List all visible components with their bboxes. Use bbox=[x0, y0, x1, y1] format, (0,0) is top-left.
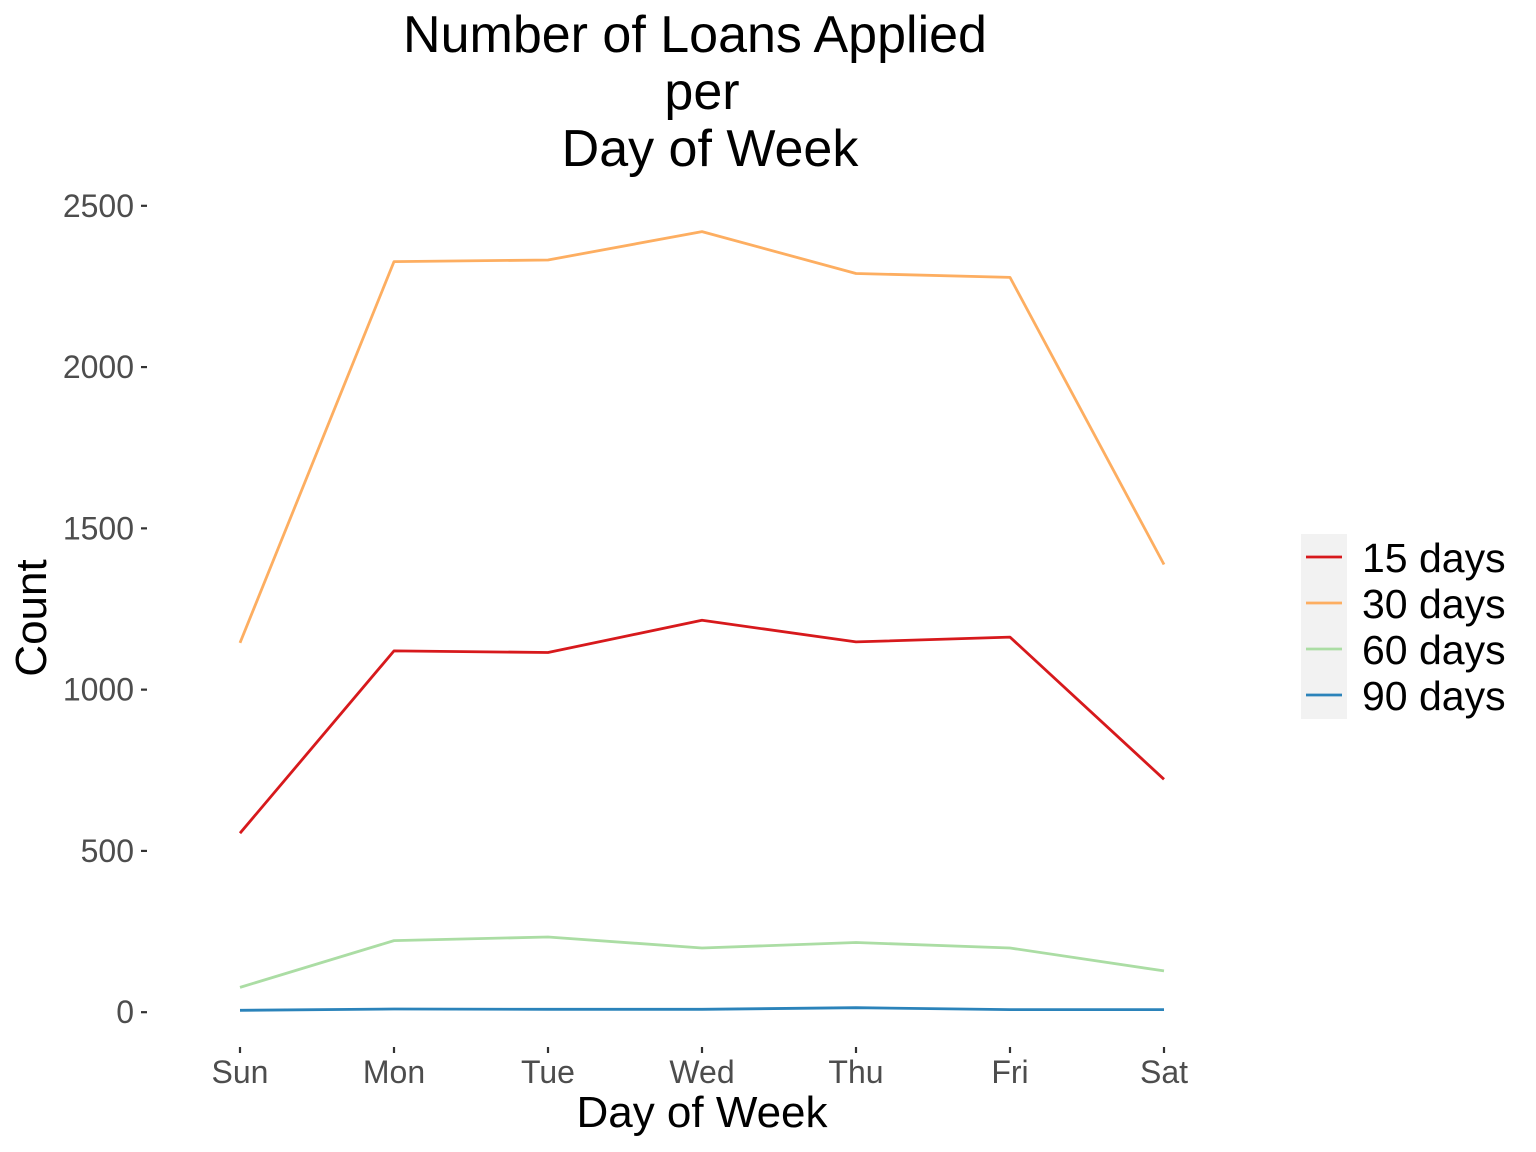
y-axis: 0 500 1000 1500 2000 2500 bbox=[63, 188, 147, 1030]
y-tick-label: 1000 bbox=[63, 672, 134, 708]
x-tick-label: Thu bbox=[828, 1054, 883, 1090]
y-tick-label: 1500 bbox=[63, 510, 134, 546]
x-tick-label: Fri bbox=[991, 1054, 1028, 1090]
legend-label: 90 days bbox=[1362, 673, 1506, 719]
x-tick-label: Mon bbox=[363, 1054, 425, 1090]
x-tick-label: Sat bbox=[1140, 1054, 1188, 1090]
y-tick-label: 2000 bbox=[63, 349, 134, 385]
legend-key-background bbox=[1301, 534, 1347, 719]
series-layer bbox=[238, 230, 1166, 1012]
x-axis: Sun Mon Tue Wed Thu Fri Sat bbox=[212, 1047, 1188, 1090]
y-axis-title: Count bbox=[7, 559, 56, 676]
chart-title: Number of Loans Applied per Day of Week bbox=[403, 6, 987, 178]
chart-title-line-1: Number of Loans Applied bbox=[403, 6, 987, 64]
series-line-30-days bbox=[238, 230, 1166, 644]
y-tick-label: 2500 bbox=[63, 188, 134, 224]
legend-label: 60 days bbox=[1362, 627, 1506, 673]
y-tick-label: 500 bbox=[81, 833, 134, 869]
chart-title-line-2: per bbox=[664, 63, 739, 121]
x-axis-title: Day of Week bbox=[576, 1088, 828, 1137]
legend-label: 30 days bbox=[1362, 581, 1506, 627]
series-line-60-days bbox=[239, 935, 1165, 989]
series-line-15-days bbox=[238, 618, 1165, 835]
chart-title-line-3: Day of Week bbox=[562, 120, 860, 178]
legend-label: 15 days bbox=[1362, 535, 1506, 581]
y-tick-label: 0 bbox=[116, 994, 134, 1030]
x-tick-label: Sun bbox=[212, 1054, 269, 1090]
series-line-90-days bbox=[239, 1006, 1164, 1012]
x-tick-label: Tue bbox=[521, 1054, 575, 1090]
x-tick-label: Wed bbox=[669, 1054, 734, 1090]
